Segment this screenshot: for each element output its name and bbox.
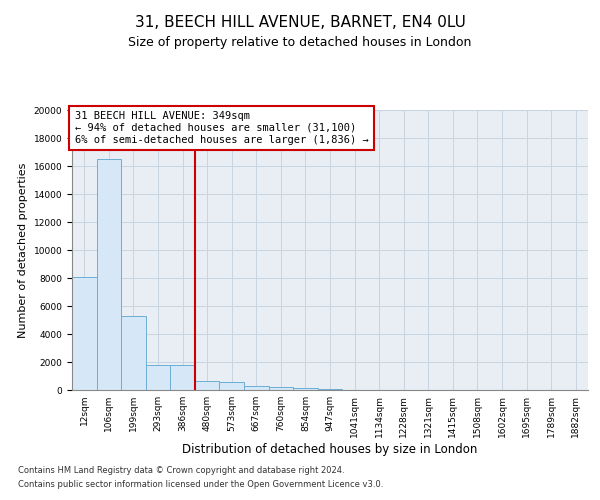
Text: Size of property relative to detached houses in London: Size of property relative to detached ho… — [128, 36, 472, 49]
X-axis label: Distribution of detached houses by size in London: Distribution of detached houses by size … — [182, 442, 478, 456]
Bar — [318, 388, 342, 390]
Bar — [121, 316, 146, 390]
Bar — [170, 365, 195, 390]
Bar — [195, 381, 220, 390]
Bar — [220, 382, 244, 390]
Text: 31, BEECH HILL AVENUE, BARNET, EN4 0LU: 31, BEECH HILL AVENUE, BARNET, EN4 0LU — [134, 15, 466, 30]
Bar — [269, 387, 293, 390]
Bar — [293, 388, 318, 390]
Bar — [97, 159, 121, 390]
Y-axis label: Number of detached properties: Number of detached properties — [18, 162, 28, 338]
Text: Contains HM Land Registry data © Crown copyright and database right 2024.
Contai: Contains HM Land Registry data © Crown c… — [18, 466, 383, 488]
Bar — [244, 386, 269, 390]
Text: 31 BEECH HILL AVENUE: 349sqm
← 94% of detached houses are smaller (31,100)
6% of: 31 BEECH HILL AVENUE: 349sqm ← 94% of de… — [74, 112, 368, 144]
Bar — [72, 276, 97, 390]
Bar — [146, 365, 170, 390]
